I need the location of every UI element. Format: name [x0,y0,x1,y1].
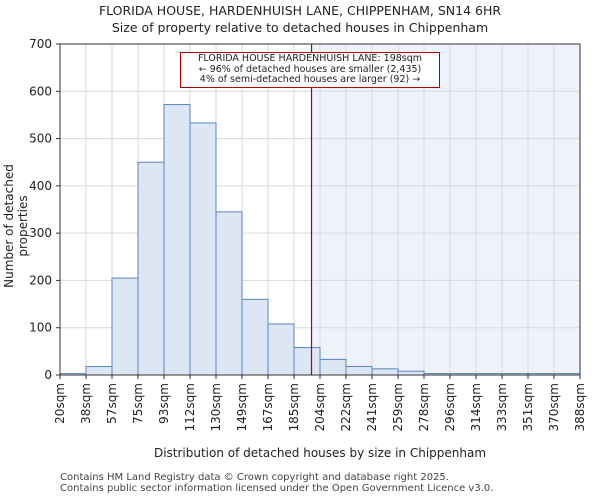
y-tick-label: 700 [29,37,52,51]
x-tick-label: 388sqm [573,383,587,431]
bar [111,277,139,376]
larger-region-highlight [311,44,580,375]
x-tick-label: 370sqm [547,383,561,431]
chart-title: FLORIDA HOUSE, HARDENHUISH LANE, CHIPPEN… [98,3,502,18]
x-tick-label: 204sqm [313,383,327,431]
x-tick-label: 222sqm [339,383,353,431]
footer-copyright: Contains HM Land Registry data © Crown c… [60,472,449,483]
y-tick-label: 500 [29,132,52,146]
footer-licence: Contains public sector information licen… [60,483,494,494]
x-tick-label: 20sqm [53,383,67,424]
bar [85,365,113,376]
y-tick-label: 300 [29,226,52,240]
annotation-line-1: FLORIDA HOUSE HARDENHUISH LANE: 198sqm [197,53,423,64]
bar [241,298,269,376]
x-tick-label: 167sqm [261,383,275,431]
annotation-line-2: ← 96% of detached houses are smaller (2,… [198,63,422,75]
annotation-line-3: 4% of semi-detached houses are larger (9… [199,74,421,85]
x-tick-label: 112sqm [183,383,197,431]
bar [267,323,295,376]
bar [189,122,217,376]
property-annotation: FLORIDA HOUSE HARDENHUISH LANE: 198sqm ←… [180,52,440,88]
x-tick-label: 75sqm [131,383,145,424]
bar [397,370,425,376]
x-axis-label: Distribution of detached houses by size … [153,446,487,460]
bar [293,347,321,376]
x-tick-label: 278sqm [417,383,431,431]
chart-subtitle: Size of property relative to detached ho… [111,20,489,35]
x-tick-label: 259sqm [391,383,405,431]
bar [345,365,373,376]
x-tick-label: 149sqm [235,383,249,431]
y-tick-label: 0 [44,368,52,382]
bar [215,211,243,376]
x-tick-label: 38sqm [79,383,93,424]
y-axis-label: Number of detached properties [2,164,30,288]
y-tick-label: 200 [29,273,52,287]
y-tick-label: 600 [29,84,52,98]
bar [319,358,347,376]
x-tick-label: 333sqm [495,383,509,431]
x-tick-label: 351sqm [521,383,535,431]
y-tick-label: 400 [29,179,52,193]
y-tick-label: 100 [29,321,52,335]
x-tick-label: 130sqm [209,383,223,431]
bar [137,161,165,376]
x-tick-label: 57sqm [105,383,119,424]
x-tick-label: 241sqm [365,383,379,431]
x-tick-label: 314sqm [469,383,483,431]
x-tick-label: 185sqm [287,383,301,431]
x-tick-label: 93sqm [157,383,171,424]
x-tick-label: 296sqm [443,383,457,431]
bar [371,368,399,376]
bar [163,104,191,376]
